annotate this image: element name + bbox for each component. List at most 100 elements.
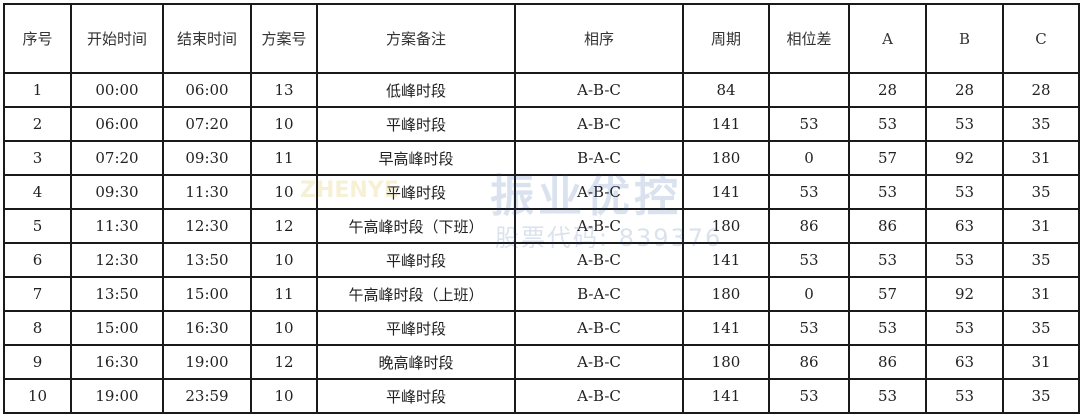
cell-plan-no: 12 [250, 208, 318, 244]
cell-cycle: 141 [682, 242, 770, 278]
table-row: 8 15:00 16:30 10 平峰时段 A-B-C 141 53 53 53 35 [3, 310, 1080, 346]
cell-phase-c: 31 [1002, 276, 1080, 312]
header-row: 序号 开始时间 结束时间 方案号 方案备注 相序 周期 相位差 A B C [3, 3, 1080, 74]
cell-offset: 0 [768, 140, 850, 176]
cell-offset: 86 [768, 344, 850, 380]
cell-phase-sequence: A-B-C [514, 106, 684, 142]
cell-start-time: 11:30 [70, 208, 164, 244]
header-phase-c: C [1002, 3, 1080, 74]
table-row: 10 19:00 23:59 10 平峰时段 A-B-C 141 53 53 53 35 [3, 378, 1080, 414]
cell-start-time: 09:30 [70, 174, 164, 210]
cell-plan-no: 10 [250, 174, 318, 210]
cell-plan-note: 午高峰时段（下班） [316, 208, 516, 244]
cell-offset: 53 [768, 378, 850, 414]
cell-end-time: 09:30 [162, 140, 252, 176]
cell-cycle: 180 [682, 208, 770, 244]
cell-index: 3 [3, 140, 72, 176]
cell-phase-sequence: A-B-C [514, 344, 684, 380]
cell-phase-c: 35 [1002, 310, 1080, 346]
cell-start-time: 06:00 [70, 106, 164, 142]
table-row: 3 07:20 09:30 11 早高峰时段 B-A-C 180 0 57 92 31 [3, 140, 1080, 176]
table-row: 7 13:50 15:00 11 午高峰时段（上班） B-A-C 180 0 57 92 31 [3, 276, 1080, 312]
cell-end-time: 15:00 [162, 276, 252, 312]
cell-phase-a: 53 [848, 310, 927, 346]
header-phase-a: A [848, 3, 927, 74]
cell-start-time: 16:30 [70, 344, 164, 380]
cell-cycle: 141 [682, 106, 770, 142]
cell-phase-sequence: B-A-C [514, 140, 684, 176]
cell-index: 4 [3, 174, 72, 210]
cell-index: 5 [3, 208, 72, 244]
cell-end-time: 12:30 [162, 208, 252, 244]
table-row: 2 06:00 07:20 10 平峰时段 A-B-C 141 53 53 53 35 [3, 106, 1080, 142]
cell-index: 9 [3, 344, 72, 380]
cell-phase-b: 53 [925, 310, 1004, 346]
cell-plan-no: 10 [250, 378, 318, 414]
cell-phase-b: 53 [925, 174, 1004, 210]
cell-phase-b: 63 [925, 208, 1004, 244]
cell-offset: 86 [768, 208, 850, 244]
cell-plan-no: 10 [250, 242, 318, 278]
cell-plan-no: 10 [250, 106, 318, 142]
cell-index: 2 [3, 106, 72, 142]
cell-offset: 53 [768, 310, 850, 346]
cell-plan-note: 平峰时段 [316, 174, 516, 210]
cell-plan-no: 11 [250, 140, 318, 176]
cell-phase-c: 35 [1002, 106, 1080, 142]
cell-index: 10 [3, 378, 72, 414]
cell-phase-a: 86 [848, 344, 927, 380]
cell-phase-c: 28 [1002, 72, 1080, 108]
table-row: 1 00:00 06:00 13 低峰时段 A-B-C 84 28 28 28 [3, 72, 1080, 108]
cell-phase-sequence: A-B-C [514, 378, 684, 414]
cell-cycle: 84 [682, 72, 770, 108]
cell-plan-no: 12 [250, 344, 318, 380]
header-cycle: 周期 [682, 3, 770, 74]
cell-start-time: 15:00 [70, 310, 164, 346]
cell-phase-sequence: B-A-C [514, 276, 684, 312]
cell-phase-sequence: A-B-C [514, 242, 684, 278]
cell-phase-b: 53 [925, 378, 1004, 414]
cell-plan-note: 午高峰时段（上班） [316, 276, 516, 312]
cell-plan-no: 10 [250, 310, 318, 346]
cell-phase-a: 53 [848, 378, 927, 414]
header-offset: 相位差 [768, 3, 850, 74]
cell-phase-a: 53 [848, 174, 927, 210]
cell-phase-a: 53 [848, 106, 927, 142]
header-plan-no: 方案号 [250, 3, 318, 74]
table-row: 9 16:30 19:00 12 晚高峰时段 A-B-C 180 86 86 63 31 [3, 344, 1080, 380]
cell-phase-b: 28 [925, 72, 1004, 108]
cell-start-time: 12:30 [70, 242, 164, 278]
table-row: 6 12:30 13:50 10 平峰时段 A-B-C 141 53 53 53 35 [3, 242, 1080, 278]
signal-timing-table: 序号 开始时间 结束时间 方案号 方案备注 相序 周期 相位差 A B C 1 00:00 06:00 1… [3, 3, 1080, 414]
cell-phase-a: 57 [848, 276, 927, 312]
cell-phase-sequence: A-B-C [514, 174, 684, 210]
cell-phase-c: 31 [1002, 140, 1080, 176]
cell-cycle: 180 [682, 140, 770, 176]
cell-plan-note: 平峰时段 [316, 310, 516, 346]
cell-phase-b: 92 [925, 276, 1004, 312]
cell-plan-note: 低峰时段 [316, 72, 516, 108]
cell-phase-b: 53 [925, 242, 1004, 278]
cell-index: 6 [3, 242, 72, 278]
header-start-time: 开始时间 [70, 3, 164, 74]
cell-plan-note: 早高峰时段 [316, 140, 516, 176]
cell-phase-sequence: A-B-C [514, 208, 684, 244]
cell-end-time: 06:00 [162, 72, 252, 108]
cell-start-time: 07:20 [70, 140, 164, 176]
cell-plan-no: 11 [250, 276, 318, 312]
cell-offset: 0 [768, 276, 850, 312]
cell-phase-a: 28 [848, 72, 927, 108]
cell-plan-note: 平峰时段 [316, 242, 516, 278]
cell-phase-b: 53 [925, 106, 1004, 142]
cell-phase-c: 31 [1002, 344, 1080, 380]
cell-plan-no: 13 [250, 72, 318, 108]
cell-cycle: 180 [682, 276, 770, 312]
cell-phase-c: 35 [1002, 378, 1080, 414]
header-index: 序号 [3, 3, 72, 74]
cell-plan-note: 晚高峰时段 [316, 344, 516, 380]
cell-end-time: 07:20 [162, 106, 252, 142]
cell-start-time: 19:00 [70, 378, 164, 414]
cell-end-time: 13:50 [162, 242, 252, 278]
cell-index: 1 [3, 72, 72, 108]
cell-cycle: 180 [682, 344, 770, 380]
